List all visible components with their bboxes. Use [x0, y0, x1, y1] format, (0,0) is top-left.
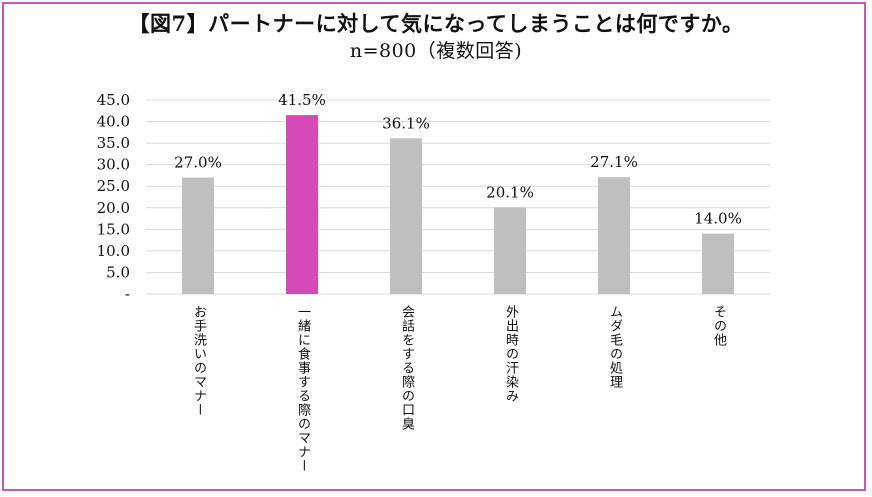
data-label: 36.1% [382, 114, 430, 132]
y-tick-label: 30.0 [97, 156, 130, 174]
data-label: 27.1% [590, 153, 638, 171]
chart-title: 【図7】パートナーに対して気になってしまうことは何ですか。 [128, 11, 744, 36]
chart-subtitle: n=800（複数回答) [349, 40, 523, 62]
x-category-label: 一緒に食事する際のマナー [295, 305, 310, 473]
bar [494, 207, 526, 294]
chart-frame [2, 2, 866, 491]
y-tick-label: 35.0 [97, 134, 130, 152]
y-tick-label: 15.0 [97, 220, 130, 238]
x-category-label: お手洗いのマナー [191, 305, 206, 417]
x-category-label: ムダ毛の処理 [607, 305, 622, 389]
bar [390, 138, 422, 294]
y-tick-label: - [125, 285, 130, 303]
x-category-label: 会話をする際の口臭 [399, 305, 414, 431]
y-tick-label: 40.0 [97, 113, 130, 131]
data-label: 41.5% [278, 91, 326, 109]
x-category-label: その他 [711, 305, 726, 347]
y-tick-label: 5.0 [106, 263, 130, 281]
bar [598, 177, 630, 294]
y-tick-label: 25.0 [97, 177, 130, 195]
y-tick-label: 20.0 [97, 199, 130, 217]
x-category-label: 外出時の汗染み [503, 305, 518, 403]
data-label: 27.0% [174, 154, 222, 172]
y-tick-label: 10.0 [97, 242, 130, 260]
data-label: 20.1% [486, 183, 534, 201]
y-tick-label: 45.0 [97, 91, 130, 109]
bar [286, 115, 318, 294]
bar [702, 233, 734, 294]
data-label: 14.0% [694, 210, 742, 228]
bar [182, 177, 214, 294]
